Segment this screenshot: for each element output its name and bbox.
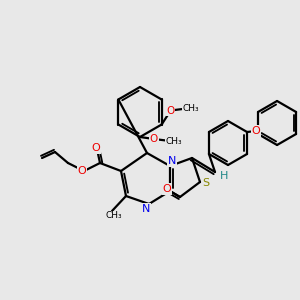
Text: H: H — [220, 171, 228, 181]
Text: S: S — [202, 178, 210, 188]
Text: O: O — [252, 126, 260, 136]
Text: CH₃: CH₃ — [182, 104, 199, 113]
Text: CH₃: CH₃ — [106, 212, 122, 220]
Text: O: O — [92, 143, 100, 153]
Text: O: O — [167, 106, 175, 116]
Text: N: N — [168, 156, 176, 166]
Text: O: O — [78, 166, 86, 176]
Text: N: N — [142, 204, 150, 214]
Text: CH₃: CH₃ — [166, 136, 182, 146]
Text: O: O — [150, 134, 158, 144]
Text: O: O — [163, 184, 171, 194]
